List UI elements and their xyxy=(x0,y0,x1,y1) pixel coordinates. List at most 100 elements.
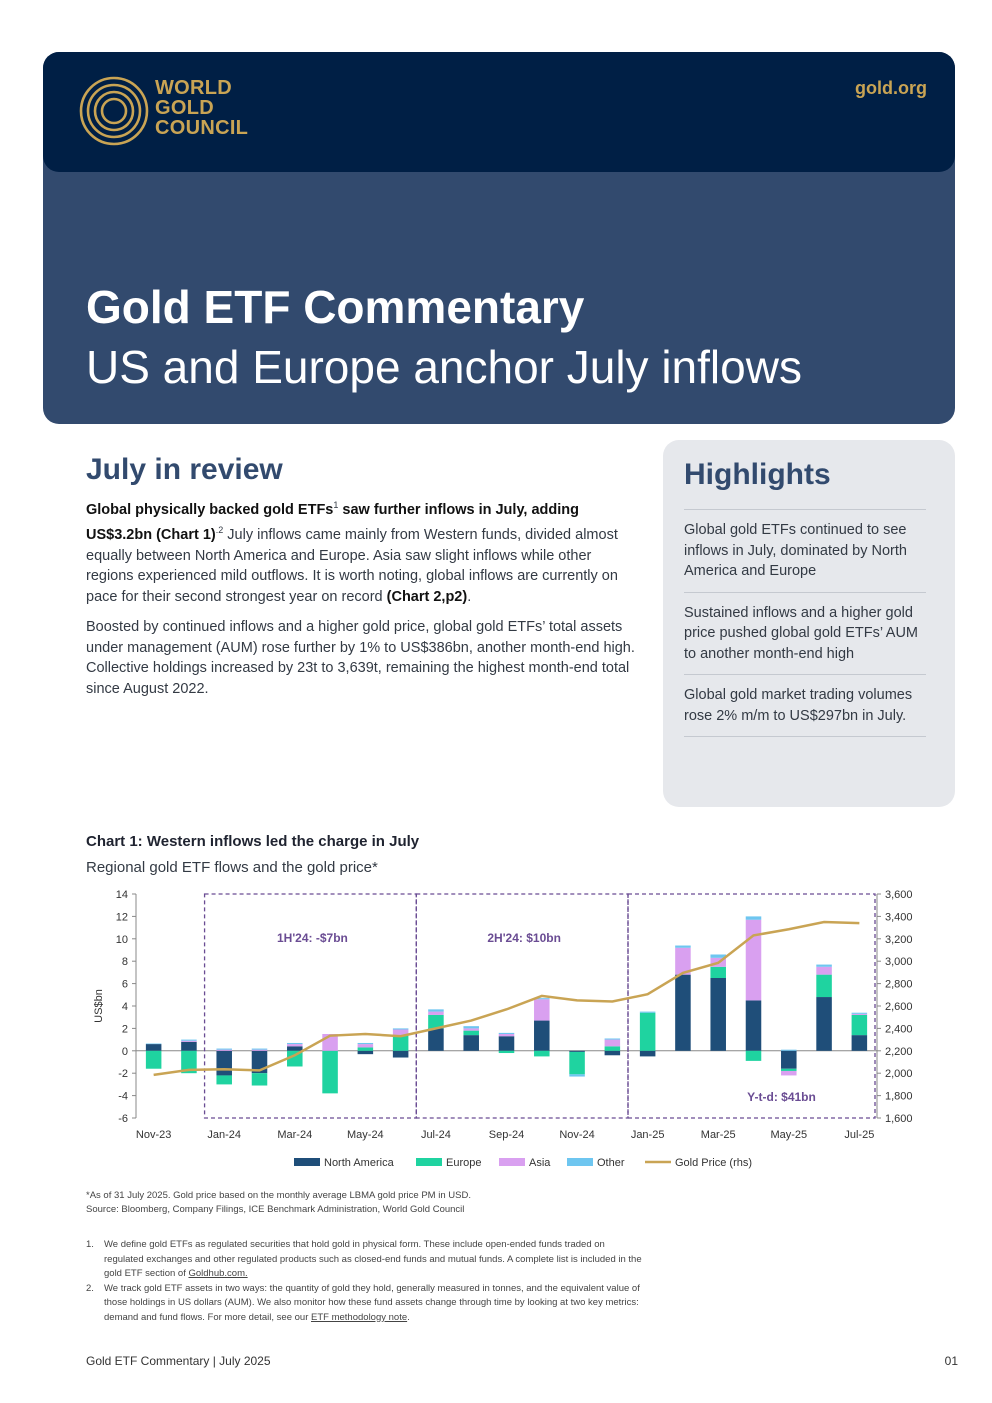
footnotes: 1. We define gold ETFs as regulated secu… xyxy=(86,1238,646,1325)
bar-other xyxy=(251,1048,268,1050)
review-bold-text: saw further inflows in July, adding US$3… xyxy=(86,501,580,544)
footnote-2: 2. We track gold ETF assets in two ways:… xyxy=(86,1282,646,1326)
bar-north-america xyxy=(463,1035,479,1051)
bar-north-america xyxy=(816,997,832,1051)
y2-tick-label: 3,400 xyxy=(885,911,913,923)
bar-north-america xyxy=(498,1036,515,1051)
y2-tick-label: 2,600 xyxy=(885,1001,913,1013)
bar-other xyxy=(675,945,691,948)
legend-swatch xyxy=(416,1158,442,1166)
bar-north-america xyxy=(710,978,726,1051)
bar-europe xyxy=(322,1050,338,1094)
legend-label: Gold Price (rhs) xyxy=(675,1157,752,1169)
bar-europe xyxy=(287,1050,303,1067)
footnote-ref[interactable]: 1 xyxy=(333,500,339,510)
review-heading: July in review xyxy=(86,453,283,486)
concentric-rings-logo-icon xyxy=(79,76,149,146)
period-annotation: 1H'24: -$7bn xyxy=(277,931,348,945)
bar-other xyxy=(534,998,550,1000)
bar-north-america xyxy=(781,1050,797,1069)
bar-north-america xyxy=(181,1041,197,1051)
site-link[interactable]: gold.org xyxy=(855,78,927,98)
bar-north-america xyxy=(392,1050,409,1058)
logo-wordmark: WORLD GOLD COUNCIL xyxy=(155,78,248,138)
highlight-item: Global gold ETFs continued to see inflow… xyxy=(684,509,926,592)
y2-tick-label: 2,200 xyxy=(885,1046,913,1058)
bar-asia xyxy=(428,1011,444,1015)
chart-subtitle: Regional gold ETF flows and the gold pri… xyxy=(86,859,378,876)
flows-chart: 14 12 10 8 6 4 2 0 -2 -4 -6 3,600 3,400 3,200 3,000 2,8… xyxy=(93,889,913,1169)
review-paragraph-2: Boosted by continued inflows and a highe… xyxy=(86,619,635,697)
bar-other xyxy=(463,1026,479,1029)
bar-europe xyxy=(710,966,726,978)
footnote-ref[interactable]: .2 xyxy=(215,525,224,536)
bar-north-america xyxy=(357,1050,374,1055)
review-body: Global physically backed gold ETFs1 saw … xyxy=(86,495,636,709)
bar-other xyxy=(287,1042,303,1045)
legend-swatch xyxy=(294,1158,320,1166)
x-tick-label: Nov-24 xyxy=(559,1129,594,1141)
chart-notes: *As of 31 July 2025. Gold price based on… xyxy=(86,1189,946,1217)
bar-north-america xyxy=(851,1035,868,1051)
x-tick-label: Mar-24 xyxy=(277,1129,312,1141)
bar-other xyxy=(181,1039,197,1041)
y2-tick-label: 1,800 xyxy=(885,1091,913,1103)
y-tick-label: 2 xyxy=(122,1023,128,1035)
goldhub-link[interactable]: Goldhub.com. xyxy=(188,1268,248,1279)
y-tick-label: -2 xyxy=(118,1068,128,1080)
legend-label: Asia xyxy=(529,1157,551,1169)
y-tick-label: 10 xyxy=(116,934,128,946)
bar-europe xyxy=(145,1050,162,1069)
legend-label: Europe xyxy=(446,1157,481,1169)
bar-asia xyxy=(781,1070,797,1076)
methodology-link[interactable]: ETF methodology note xyxy=(311,1311,408,1323)
y2-tick-label: 3,600 xyxy=(885,889,913,901)
bar-asia xyxy=(534,999,550,1021)
bar-asia xyxy=(392,1029,409,1036)
bar-europe xyxy=(357,1047,374,1051)
review-paragraph-1: Global physically backed gold ETFs1 saw … xyxy=(86,495,636,607)
legend-swatch xyxy=(499,1158,525,1166)
bar-europe xyxy=(534,1050,550,1057)
chart-note: *As of 31 July 2025. Gold price based on… xyxy=(86,1190,471,1201)
bar-north-america xyxy=(569,1050,585,1052)
bar-north-america xyxy=(639,1050,656,1057)
highlight-item: Sustained inflows and a higher gold pric… xyxy=(684,591,926,675)
bar-other xyxy=(816,964,832,967)
period-annotation: 2H'24: $10bn xyxy=(487,931,561,945)
bar-asia xyxy=(216,1049,232,1051)
bar-asia xyxy=(816,966,832,975)
bar-europe xyxy=(463,1030,479,1036)
bar-north-america xyxy=(534,1020,550,1051)
y2-tick-label: 1,600 xyxy=(885,1113,913,1125)
chart-source: Source: Bloomberg, Company Filings, ICE … xyxy=(86,1204,465,1215)
bar-europe xyxy=(428,1014,444,1029)
logo-line: WORLD xyxy=(155,77,233,99)
y-tick-label: -6 xyxy=(118,1113,128,1125)
bar-north-america xyxy=(745,1000,762,1051)
page-number: 01 xyxy=(944,1354,958,1368)
highlights-heading: Highlights xyxy=(684,458,831,491)
bar-europe xyxy=(569,1051,585,1075)
period-annotation: Y-t-d: $41bn xyxy=(747,1090,816,1104)
bar-other xyxy=(498,1032,515,1034)
x-tick-label: May-24 xyxy=(347,1129,384,1141)
footnote-number: 2. xyxy=(86,1282,94,1294)
bar-asia xyxy=(851,1013,868,1015)
bar-asia xyxy=(498,1034,515,1037)
y2-tick-label: 3,200 xyxy=(885,934,913,946)
logo-line: COUNCIL xyxy=(155,117,249,139)
bar-other xyxy=(745,916,762,920)
x-tick-label: Jul-25 xyxy=(844,1129,874,1141)
period-box xyxy=(203,893,417,1119)
review-bold-text: (Chart 2,p2) xyxy=(386,588,468,605)
footnote-body: We track gold ETF assets in two ways: th… xyxy=(104,1282,640,1323)
bar-other xyxy=(357,1042,374,1045)
document-title: Gold ETF Commentary xyxy=(86,281,585,333)
y2-tick-label: 3,000 xyxy=(885,956,913,968)
bar-asia xyxy=(675,947,691,975)
legend-swatch xyxy=(567,1158,593,1166)
x-tick-label: Jul-24 xyxy=(421,1129,451,1141)
x-tick-label: Sep-24 xyxy=(489,1129,524,1141)
bar-other xyxy=(851,1012,868,1014)
